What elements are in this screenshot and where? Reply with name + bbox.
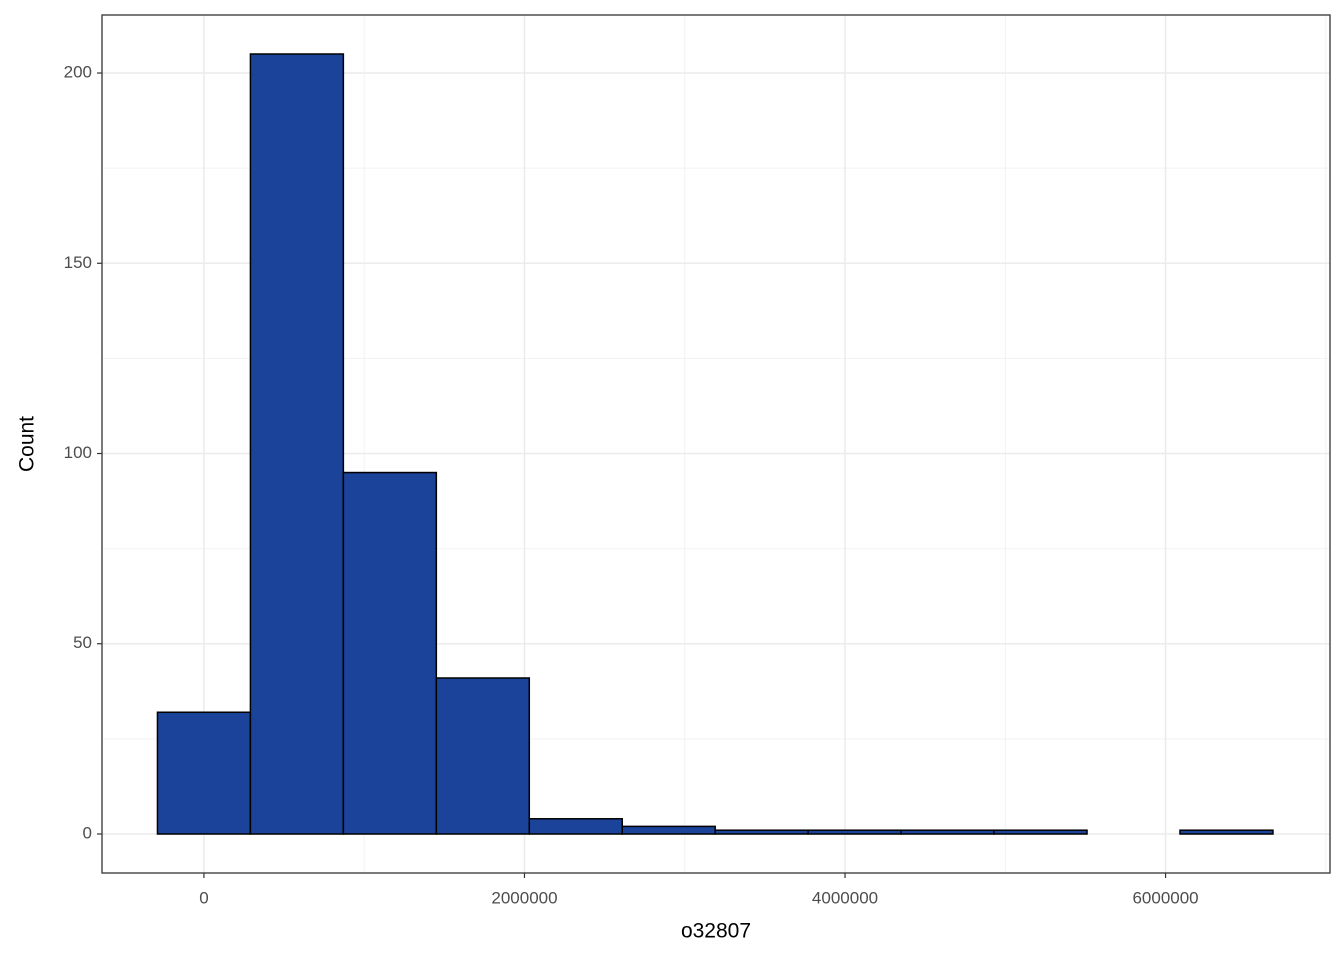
y-tick-label: 200 — [64, 63, 92, 82]
axes: 0 50 100 150 200 0 2000000 4000000 6000000 — [64, 63, 1199, 908]
bars — [156, 53, 1274, 835]
bar — [714, 829, 809, 835]
bar — [621, 825, 716, 835]
bar — [156, 711, 252, 835]
y-tick-label: 50 — [73, 633, 92, 652]
panel-border — [101, 14, 1331, 874]
x-tick-label: 0 — [199, 888, 208, 907]
bar — [528, 818, 623, 835]
bar — [342, 471, 438, 835]
bar — [1179, 829, 1274, 835]
bar — [900, 829, 995, 835]
y-tick-label: 150 — [64, 253, 92, 272]
bar — [993, 829, 1088, 835]
bar — [807, 829, 902, 835]
y-tick-label: 100 — [64, 443, 92, 462]
x-axis-title: o32807 — [681, 920, 751, 943]
bar — [435, 677, 531, 835]
x-tick-label: 2000000 — [491, 888, 557, 907]
y-axis-title: Count — [16, 416, 39, 472]
y-tick-label: 0 — [83, 823, 92, 842]
bar — [249, 53, 345, 835]
x-tick-label: 4000000 — [812, 888, 878, 907]
x-tick-label: 6000000 — [1132, 888, 1198, 907]
